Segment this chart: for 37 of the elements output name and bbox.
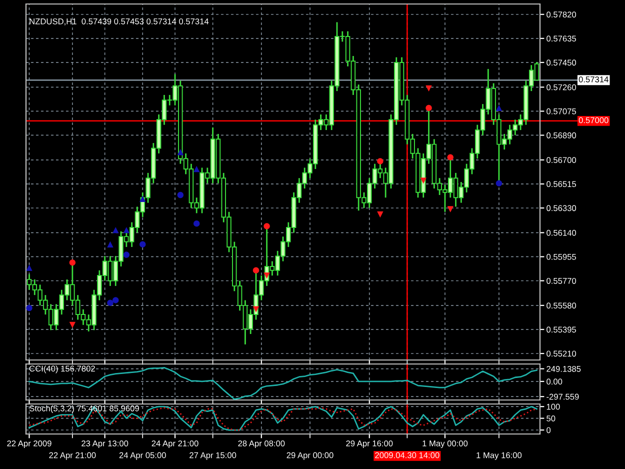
x-tick-label: 22 Apr 2009 <box>7 440 52 448</box>
x-tick-label: 2009.04.30 14:00 <box>375 452 440 458</box>
x-tick-label: 23 Apr 13:00 <box>82 440 128 448</box>
x-tick-label: 28 Apr 08:00 <box>238 440 285 448</box>
y-tick-label: 0.55210 <box>546 350 576 357</box>
y-tick-label: 0.57820 <box>546 12 576 18</box>
y-tick-label: 0 <box>546 427 551 434</box>
x-tick-label: 29 Apr 16:00 <box>346 440 393 448</box>
y-tick-label: 0.55955 <box>546 254 576 260</box>
x-tick-label: 1 May 00:00 <box>422 440 468 448</box>
y-tick-label: 0.57450 <box>546 60 576 66</box>
y-tick-label: 100 <box>546 404 560 410</box>
y-tick-label: 249.1385 <box>546 366 581 372</box>
x-tick-label: 27 Apr 15:00 <box>190 452 236 460</box>
y-tick-label: -297.559 <box>546 394 579 400</box>
y-tick-label: 0.55770 <box>546 278 576 284</box>
y-tick-label: 0.55580 <box>546 302 576 309</box>
y-tick-label: 0.55395 <box>546 326 576 333</box>
ref-line-label: 0.57000 <box>578 117 608 124</box>
text: NZDUSD,H1 0.57439 0.57453 0.57314 0.57314 <box>30 18 209 26</box>
y-tick-label: 0.00 <box>546 378 562 385</box>
y-tick-label: 0.56140 <box>546 230 576 236</box>
y-tick-label: 0.56700 <box>546 157 576 164</box>
y-tick-label: 0.57260 <box>546 84 576 90</box>
y-tick-label: 0.57075 <box>546 108 576 114</box>
x-tick-label: 24 Apr 21:00 <box>152 440 198 448</box>
ref-line-label: 0.57314 <box>578 76 608 82</box>
x-tick-label: 22 Apr 21:00 <box>49 452 96 460</box>
y-tick-label: 0.56890 <box>546 132 576 138</box>
chart-title: CCI(40) 156.7802 <box>30 365 95 374</box>
x-tick-label: 1 May 16:00 <box>476 452 522 460</box>
y-tick-label: 0.56515 <box>546 181 576 188</box>
y-tick-label: 50 <box>546 415 556 422</box>
y-tick-label: 0.57635 <box>546 36 576 42</box>
x-tick-label: 24 Apr 05:00 <box>119 452 166 460</box>
y-tick-label: 0.56330 <box>546 205 576 212</box>
x-tick-label: 29 Apr 00:00 <box>286 452 334 460</box>
